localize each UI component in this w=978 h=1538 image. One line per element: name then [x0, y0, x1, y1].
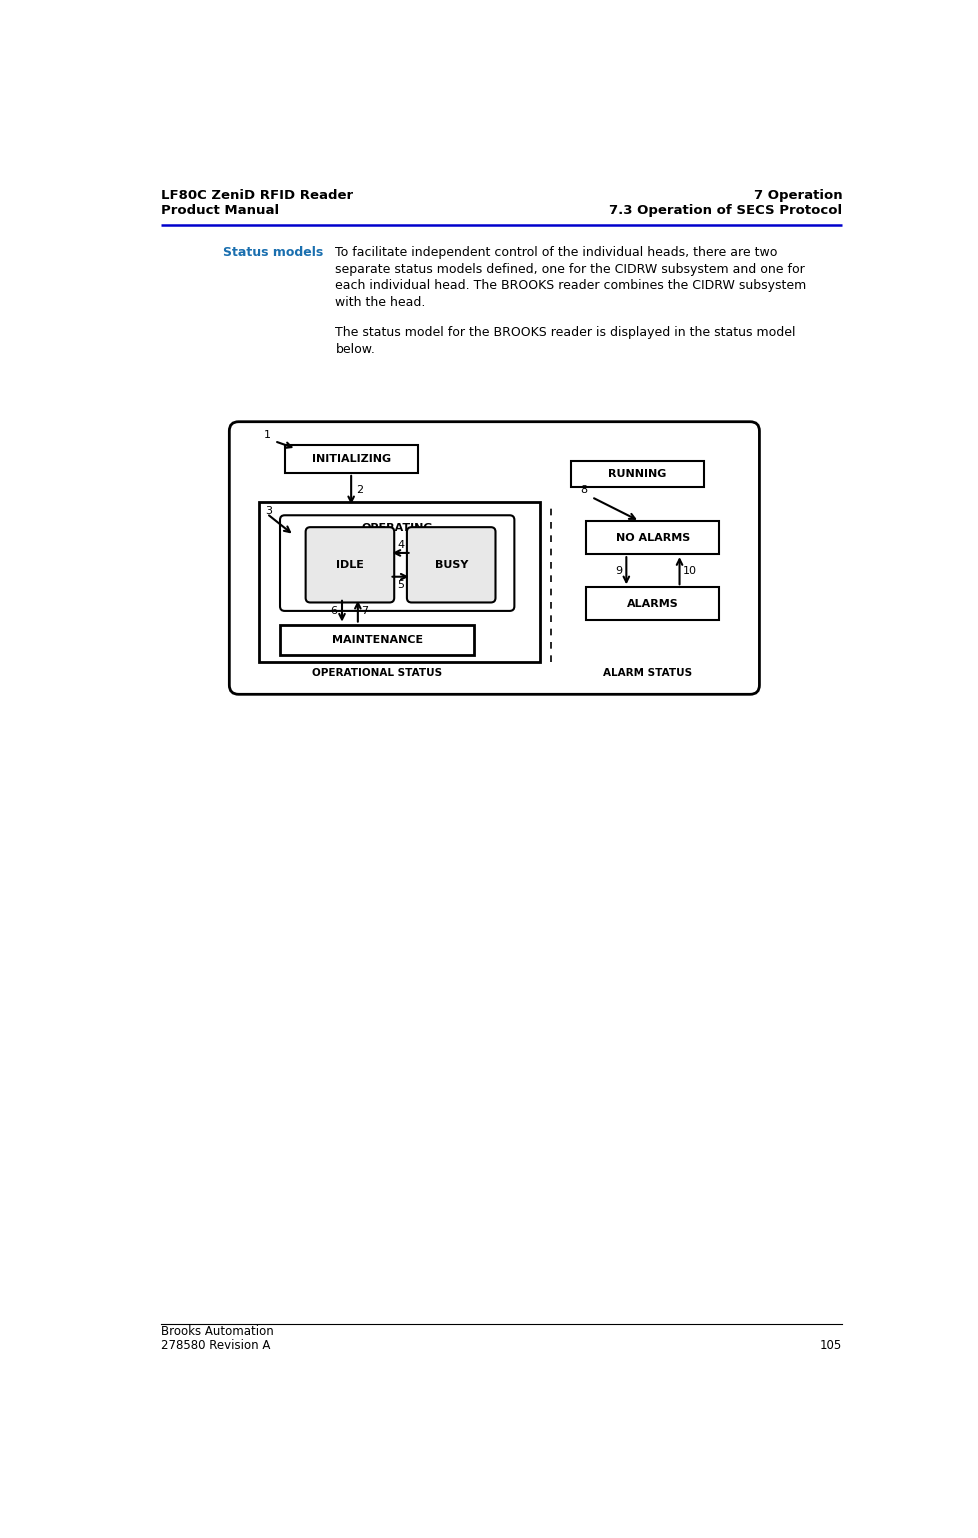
Text: Brooks Automation: Brooks Automation — [161, 1326, 274, 1338]
Text: 10: 10 — [682, 566, 696, 575]
FancyBboxPatch shape — [259, 501, 540, 663]
Text: each individual head. The BROOKS reader combines the CIDRW subsystem: each individual head. The BROOKS reader … — [335, 280, 806, 292]
Text: The status model for the BROOKS reader is displayed in the status model: The status model for the BROOKS reader i… — [335, 326, 795, 340]
Text: IDLE: IDLE — [335, 560, 364, 569]
Text: 7: 7 — [361, 606, 368, 617]
Text: LF80C ZeniD RFID Reader: LF80C ZeniD RFID Reader — [161, 189, 353, 201]
Text: OPERATIONAL STATUS: OPERATIONAL STATUS — [312, 669, 442, 678]
Text: 105: 105 — [820, 1340, 841, 1352]
Text: BUSY: BUSY — [434, 560, 467, 569]
Text: 278580 Revision A: 278580 Revision A — [161, 1340, 270, 1352]
Text: INITIALIZING: INITIALIZING — [311, 454, 390, 464]
Text: 3: 3 — [265, 506, 272, 515]
FancyBboxPatch shape — [586, 588, 719, 620]
Text: with the head.: with the head. — [335, 295, 425, 309]
Text: MAINTENANCE: MAINTENANCE — [332, 635, 422, 644]
Text: 7.3 Operation of SECS Protocol: 7.3 Operation of SECS Protocol — [608, 205, 841, 217]
Text: 6: 6 — [330, 606, 337, 617]
Text: RUNNING: RUNNING — [607, 469, 666, 480]
FancyBboxPatch shape — [305, 528, 394, 603]
Text: separate status models defined, one for the CIDRW subsystem and one for: separate status models defined, one for … — [335, 263, 805, 275]
FancyBboxPatch shape — [280, 624, 474, 655]
Text: 1: 1 — [263, 429, 270, 440]
Text: ALARMS: ALARMS — [627, 598, 678, 609]
Text: To facilitate independent control of the individual heads, there are two: To facilitate independent control of the… — [335, 246, 778, 260]
Text: 9: 9 — [615, 566, 622, 575]
FancyBboxPatch shape — [285, 444, 418, 472]
FancyBboxPatch shape — [407, 528, 495, 603]
Text: 2: 2 — [355, 484, 363, 495]
FancyBboxPatch shape — [570, 461, 703, 488]
Text: NO ALARMS: NO ALARMS — [615, 532, 689, 543]
Text: ALARM STATUS: ALARM STATUS — [602, 669, 691, 678]
Text: OPERATING: OPERATING — [361, 523, 432, 534]
FancyBboxPatch shape — [229, 421, 759, 694]
Text: 8: 8 — [580, 484, 587, 495]
Text: 5: 5 — [397, 580, 404, 589]
Text: 7 Operation: 7 Operation — [753, 189, 841, 201]
FancyBboxPatch shape — [280, 515, 513, 611]
Text: below.: below. — [335, 343, 375, 355]
Text: Status models: Status models — [223, 246, 323, 260]
FancyBboxPatch shape — [586, 521, 719, 554]
Text: Product Manual: Product Manual — [161, 205, 279, 217]
Text: 4: 4 — [397, 540, 404, 551]
